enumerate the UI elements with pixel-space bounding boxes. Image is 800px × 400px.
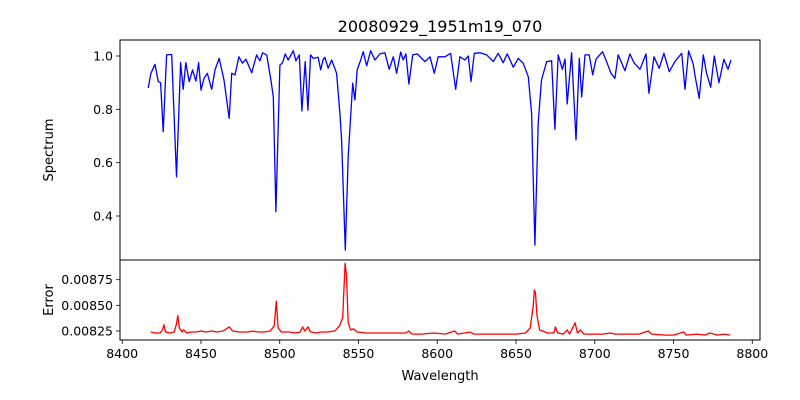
xtick-label: 8800 — [736, 346, 768, 361]
xtick-label: 8500 — [264, 346, 296, 361]
error-ytick-label: 0.00875 — [61, 272, 113, 287]
xtick-label: 8550 — [343, 346, 375, 361]
spectrum-ytick-label: 0.6 — [93, 155, 113, 170]
spectrum-ytick-label: 0.4 — [93, 209, 113, 224]
error-line — [150, 262, 731, 336]
xtick-label: 8750 — [658, 346, 690, 361]
xtick-label: 8400 — [106, 346, 138, 361]
plot-area: 0.4 0.6 0.8 1.0 0.00825 0.00850 0.00875 8400 845… — [61, 39, 768, 361]
error-ytick-label: 0.00825 — [61, 323, 113, 338]
xtick-label: 8700 — [579, 346, 611, 361]
spectrum-ytick-label: 1.0 — [93, 49, 113, 64]
xtick-label: 8650 — [500, 346, 532, 361]
wavelength-axis-label: Wavelength — [401, 369, 478, 384]
spectrum-axis-label: Spectrum — [42, 119, 57, 182]
error-axis-label: Error — [42, 284, 57, 316]
chart-title: 20080929_1951m19_070 — [338, 17, 543, 37]
error-axes-frame — [119, 259, 761, 341]
xtick-label: 8600 — [421, 346, 453, 361]
xtick-label: 8450 — [185, 346, 217, 361]
spectrum-line — [147, 50, 732, 251]
error-ytick-label: 0.00850 — [61, 298, 113, 313]
spectrum-ytick-label: 0.8 — [93, 102, 113, 117]
